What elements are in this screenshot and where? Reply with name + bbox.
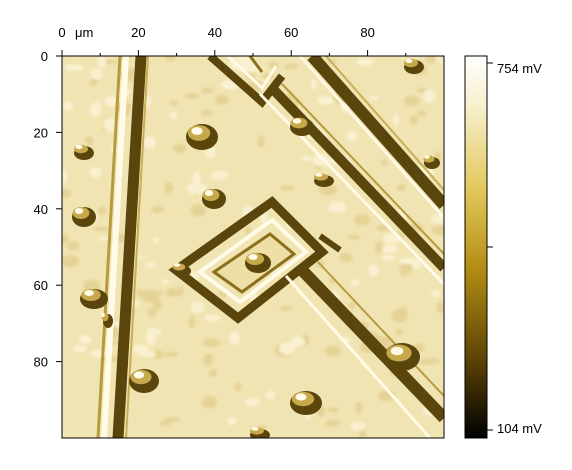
y-tick-label: 80	[34, 355, 48, 370]
y-tick-label: 60	[34, 278, 48, 293]
x-tick-label: 80	[360, 25, 374, 40]
particle	[290, 391, 322, 415]
diamond-electrode	[168, 196, 444, 438]
particle	[172, 263, 191, 277]
y-tick-label: 20	[34, 125, 48, 140]
x-tick-label: 60	[284, 25, 298, 40]
particle	[384, 343, 420, 371]
right-diagonal-trench	[299, 56, 444, 219]
particle	[186, 124, 218, 150]
x-tick-label: 0	[58, 25, 65, 40]
x-tick-label: 20	[131, 25, 145, 40]
particle	[314, 173, 334, 187]
x-axis-unit: μm	[75, 25, 93, 40]
particle	[250, 427, 270, 438]
particle	[245, 253, 271, 273]
particle	[80, 289, 108, 309]
x-tick-label: 40	[208, 25, 222, 40]
particle	[404, 58, 424, 74]
particle	[129, 369, 159, 393]
particle	[72, 207, 96, 227]
particle	[101, 312, 113, 328]
upper-v-trench	[207, 56, 286, 108]
x-axis: 0 20 40 60 80	[58, 25, 444, 57]
surface-particles	[72, 58, 440, 438]
y-tick-label: 40	[34, 202, 48, 217]
colorbar: 754 mV 104 mV	[464, 55, 542, 439]
particle	[290, 117, 314, 136]
y-tick-label: 0	[41, 49, 48, 64]
colorbar-min-label: 104 mV	[497, 421, 542, 436]
particle	[74, 144, 94, 160]
left-vertical-trench	[96, 56, 149, 438]
particle	[423, 155, 440, 169]
scan-image[interactable]	[57, 50, 450, 441]
particle	[202, 189, 226, 209]
colorbar-max-label: 754 mV	[497, 61, 542, 76]
colorbar-gradient	[464, 55, 488, 439]
y-axis: 0 20 40 60 80	[34, 49, 63, 438]
